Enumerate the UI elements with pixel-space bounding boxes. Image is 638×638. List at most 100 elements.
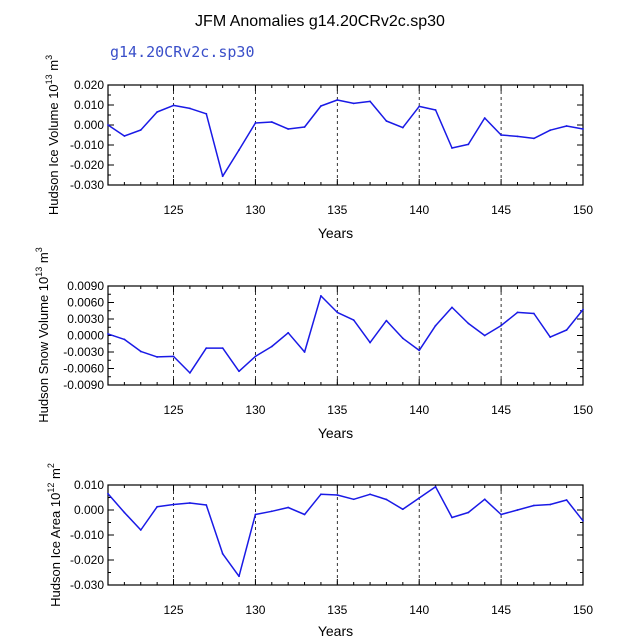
ice-area-data-point: [156, 505, 159, 508]
ice-area-data-point: [549, 503, 552, 506]
ice-area-yaxis-label-exp: 12: [46, 483, 56, 493]
ice-area-yaxis-label: Hudson Ice Area 1012 m2: [46, 463, 63, 607]
ice-volume-plot-frame: [107, 84, 584, 186]
ice-area-data-point: [369, 493, 371, 496]
snow-volume-data-point: [238, 370, 240, 373]
snow-volume-ytick-label: 0.0090: [67, 279, 104, 293]
snow-volume-ytick-label: 0.0030: [67, 312, 104, 326]
figure-subtitle: g14.20CRv2c.sp30: [110, 43, 255, 61]
ice-area-data-point: [123, 511, 126, 514]
ice-area-data-point: [188, 502, 191, 504]
ice-volume-panel: 125 130 135 140 145 150 0.020 0.010 0.000 -0.010 -…: [44, 55, 593, 241]
ice-area-ytick-label: 0.010: [74, 478, 104, 492]
ice-area-data-point: [500, 513, 503, 516]
ice-area-data-point: [451, 516, 453, 519]
ice-volume-xtick-label: 130: [245, 203, 265, 217]
ice-volume-data-point: [434, 109, 437, 111]
ice-area-data-point: [483, 498, 486, 501]
snow-volume-xtick-label: 150: [573, 403, 593, 417]
snow-volume-data-point: [565, 329, 568, 331]
ice-volume-data-point: [254, 122, 257, 124]
ice-volume-xtick-label: 140: [409, 203, 429, 217]
snow-volume-data-point: [336, 311, 339, 314]
ice-area-data-point: [352, 498, 355, 501]
ice-area-panel: 125 130 135 140 145 150 0.010 0.000 -0.010 -0.020…: [46, 463, 593, 638]
ice-volume-data-point: [532, 137, 535, 140]
snow-volume-ytick-label: -0.0030: [63, 345, 104, 359]
ice-area-yaxis-label-unit-exp: 2: [46, 463, 56, 468]
ice-volume-data-point: [205, 112, 208, 115]
snow-volume-data-point: [418, 349, 421, 352]
ice-volume-ytick-label: 0.000: [74, 118, 104, 132]
ice-area-ytick-label: -0.010: [70, 528, 104, 542]
ice-volume-ytick-label: -0.020: [70, 158, 104, 172]
ice-volume-xtick-label: 135: [327, 203, 347, 217]
ice-area-data-point: [254, 513, 257, 516]
snow-volume-yaxis-label-unit-exp: 3: [34, 247, 44, 252]
snow-volume-data-point: [320, 295, 322, 297]
ice-area-data-point: [320, 493, 322, 496]
ice-volume-xtick-label: 150: [573, 203, 593, 217]
snow-volume-data-point: [172, 355, 175, 358]
snow-volume-ytick-label: -0.0060: [63, 362, 104, 376]
ice-volume-data-point: [336, 99, 339, 101]
snow-volume-panel: 125 130 135 140 145 150 0.0090 0.0060 0.0030 0.00…: [34, 247, 593, 441]
ice-area-data-point: [107, 492, 109, 495]
snow-volume-data-point: [549, 336, 552, 339]
snow-volume-data-point: [369, 341, 371, 344]
snow-volume-yaxis-label-exp: 13: [34, 267, 44, 277]
snow-volume-data-point: [139, 350, 142, 353]
ice-volume-data-point: [483, 117, 486, 119]
ice-area-data-point: [238, 575, 240, 578]
ice-volume-series-line: [107, 99, 584, 177]
ice-area-xtick-label: 145: [491, 603, 511, 617]
ice-volume-data-point: [352, 102, 355, 105]
snow-volume-yaxis-label: Hudson Snow Volume 1013 m3: [34, 247, 51, 422]
ice-area-xtick-label: 150: [573, 603, 593, 617]
ice-area-data-point: [139, 529, 142, 531]
ice-area-ytick-label: -0.030: [70, 578, 104, 592]
figure-title: JFM Anomalies g14.20CRv2c.sp30: [195, 13, 445, 30]
snow-volume-ytick-label: 0.0060: [67, 296, 104, 310]
ice-area-data-point: [221, 552, 224, 555]
snow-volume-data-point: [107, 332, 109, 335]
snow-volume-data-point: [385, 319, 388, 322]
ice-volume-ytick-label: -0.010: [70, 138, 104, 152]
snow-volume-data-point: [156, 356, 159, 358]
snow-volume-ytick-label: -0.0090: [63, 378, 104, 392]
snow-volume-xtick-label: 130: [245, 403, 265, 417]
ice-area-yaxis-label-main: Hudson Ice Area 10: [48, 493, 63, 607]
ice-volume-data-point: [270, 121, 273, 123]
ice-area-xtick-label: 130: [245, 603, 265, 617]
snow-volume-data-point: [401, 337, 404, 340]
ice-volume-data-point: [369, 100, 371, 103]
ice-volume-data-point: [172, 104, 175, 107]
ice-area-yaxis-label-unit: m: [48, 468, 63, 482]
snow-volume-data-point: [582, 308, 584, 311]
ice-volume-xtick-label: 145: [491, 203, 511, 217]
snow-volume-data-point: [188, 372, 191, 374]
ice-volume-ytick-label: 0.010: [74, 98, 104, 112]
ice-volume-data-point: [549, 129, 552, 132]
ice-area-data-point: [582, 519, 584, 522]
ice-volume-data-point: [238, 149, 240, 151]
snow-volume-ytick-label: 0.0000: [67, 329, 104, 343]
ice-area-data-point: [565, 499, 568, 501]
snow-volume-yaxis-label-unit: m: [36, 252, 51, 266]
ice-area-data-point: [516, 509, 519, 511]
ice-area-series-line: [107, 486, 584, 578]
ice-volume-data-point: [418, 105, 421, 108]
ice-area-plot-frame: [107, 484, 584, 586]
ice-area-ytick-label: -0.020: [70, 553, 104, 567]
ice-volume-data-point: [582, 128, 584, 130]
snow-volume-xaxis-label: Years: [318, 425, 353, 441]
ice-area-ytick-label: 0.000: [74, 503, 104, 517]
ice-volume-data-point: [156, 111, 159, 113]
snow-volume-data-point: [221, 347, 224, 350]
ice-volume-data-point: [123, 135, 126, 137]
snow-volume-data-point: [287, 331, 290, 334]
ice-volume-data-point: [500, 134, 503, 136]
ice-volume-xtick-label: 125: [164, 203, 184, 217]
ice-volume-data-point: [303, 126, 306, 128]
